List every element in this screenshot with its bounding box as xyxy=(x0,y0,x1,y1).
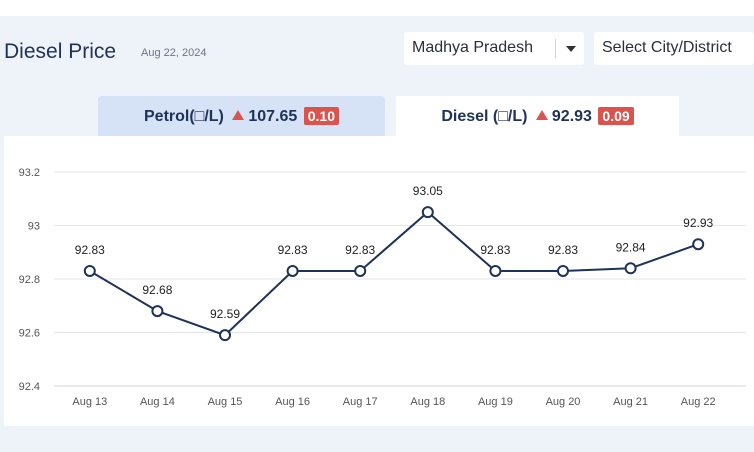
tab-petrol-change-badge: 0.10 xyxy=(303,107,339,125)
chart-card: 92.4 92.6 92.8 93 93.2 Aug 13 Aug 14 Aug 15 Aug … xyxy=(4,136,754,426)
data-label: 92.83 xyxy=(278,243,308,257)
top-strip xyxy=(0,0,754,16)
state-select-value: Madhya Pradesh xyxy=(412,39,533,56)
x-tick-label: Aug 21 xyxy=(613,396,648,408)
tab-petrol-label: Petrol(□/L) xyxy=(144,108,224,125)
data-point xyxy=(421,206,434,219)
x-tick-label: Aug 14 xyxy=(140,396,175,408)
x-tick-label: Aug 16 xyxy=(275,396,310,408)
data-point xyxy=(286,264,299,277)
city-select[interactable]: Select City/District xyxy=(594,32,754,65)
y-tick-label: 92.4 xyxy=(19,381,40,393)
data-label: 92.83 xyxy=(548,243,578,257)
tab-diesel[interactable]: Diesel (□/L) 92.93 0.09 xyxy=(396,96,679,136)
data-point xyxy=(692,238,705,251)
tab-diesel-change-badge: 0.09 xyxy=(598,107,634,125)
data-label: 92.68 xyxy=(142,283,172,297)
tab-petrol-price: 107.65 xyxy=(248,108,298,125)
x-tick-label: Aug 18 xyxy=(410,396,445,408)
series-line xyxy=(89,210,699,337)
tab-diesel-price: 92.93 xyxy=(551,108,592,125)
y-tick-label: 93.2 xyxy=(19,167,40,179)
data-label: 92.84 xyxy=(616,240,646,254)
price-up-icon xyxy=(535,110,548,120)
data-label: 92.83 xyxy=(75,243,105,257)
x-tick-label: Aug 22 xyxy=(681,396,716,408)
city-select-value: Select City/District xyxy=(602,39,732,56)
data-point xyxy=(219,329,231,342)
tab-diesel-label: Diesel (□/L) xyxy=(441,108,528,125)
x-tick-label: Aug 13 xyxy=(72,396,107,408)
data-point xyxy=(151,305,164,318)
price-line-chart: 92.4 92.6 92.8 93 93.2 Aug 13 Aug 14 Aug 15 Aug … xyxy=(19,167,746,408)
data-label: 93.05 xyxy=(413,184,443,198)
data-label: 92.93 xyxy=(683,216,713,230)
price-date: Aug 22, 2024 xyxy=(141,47,207,59)
data-point xyxy=(354,264,367,277)
tab-petrol[interactable]: Petrol(□/L) 107.65 0.10 xyxy=(98,96,385,136)
data-point xyxy=(83,264,96,277)
page-title: Diesel Price xyxy=(4,40,117,63)
x-tick-label: Aug 17 xyxy=(343,396,378,408)
y-tick-label: 93 xyxy=(28,221,40,233)
y-tick-label: 92.8 xyxy=(19,274,40,286)
data-point xyxy=(489,264,502,277)
data-point xyxy=(557,264,569,277)
select-divider xyxy=(555,39,556,58)
x-tick-label: Aug 20 xyxy=(546,396,581,408)
y-tick-label: 92.6 xyxy=(19,328,40,340)
price-up-icon xyxy=(232,110,245,120)
chevron-down-icon[interactable] xyxy=(566,46,576,52)
x-tick-label: Aug 19 xyxy=(478,396,513,408)
data-point xyxy=(624,262,637,275)
data-label: 92.59 xyxy=(210,307,240,321)
data-label: 92.83 xyxy=(480,243,510,257)
data-label: 92.83 xyxy=(345,243,375,257)
x-tick-label: Aug 15 xyxy=(208,396,243,408)
state-select[interactable]: Madhya Pradesh xyxy=(404,32,584,65)
